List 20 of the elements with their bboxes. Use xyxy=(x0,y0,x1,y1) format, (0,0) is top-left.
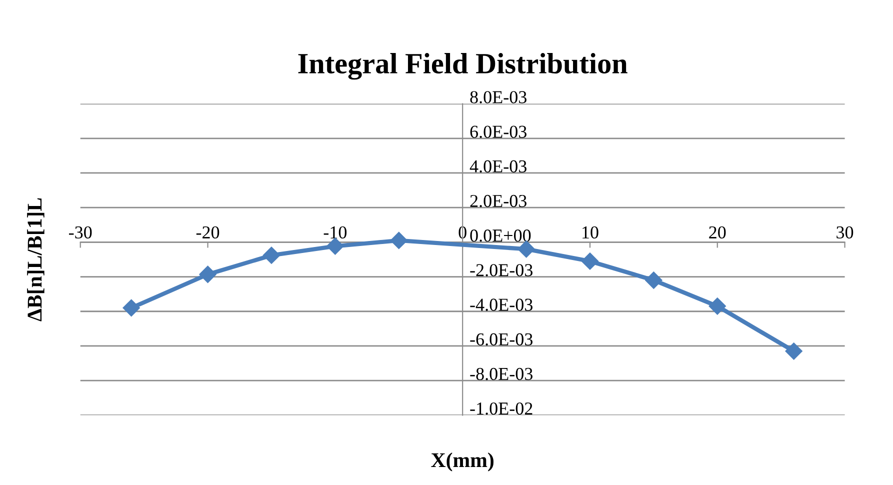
y-tick-label: 2.0E-03 xyxy=(470,194,526,208)
y-tick-label: -6.0E-03 xyxy=(470,333,532,346)
x-tick-label: -20 xyxy=(196,226,220,239)
x-tick-label: -30 xyxy=(69,226,92,239)
y-axis-title: ΔB[n]L/B[1]L xyxy=(27,198,44,322)
y-tick-label: 4.0E-03 xyxy=(470,160,526,173)
x-tick-label: -10 xyxy=(324,226,347,239)
y-tick-label: -2.0E-03 xyxy=(470,264,532,276)
x-axis-title: X(mm) xyxy=(431,452,494,472)
y-tick-label: -4.0E-03 xyxy=(470,298,532,311)
y-tick-label: 6.0E-03 xyxy=(470,126,526,138)
y-tick-label: -8.0E-03 xyxy=(470,368,532,380)
x-tick-label: 20 xyxy=(709,226,726,239)
x-tick-label: 30 xyxy=(836,226,854,239)
chart-title: Integral Field Distribution xyxy=(298,52,628,80)
y-tick-label: -1.0E-02 xyxy=(470,402,532,415)
x-tick-label: 0 xyxy=(458,226,466,239)
x-tick-label: 10 xyxy=(582,226,598,239)
y-tick-label: 8.0E-03 xyxy=(470,91,526,104)
y-tick-label: 0.0E+00 xyxy=(470,229,531,242)
